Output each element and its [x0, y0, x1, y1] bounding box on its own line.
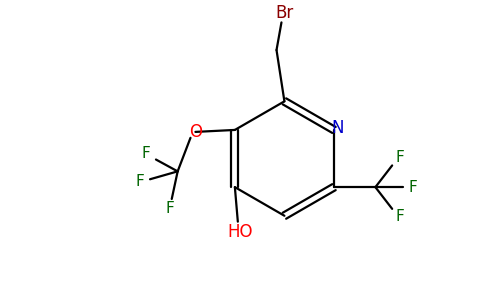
- Text: F: F: [166, 201, 174, 216]
- Text: Br: Br: [275, 4, 293, 22]
- Text: N: N: [332, 119, 344, 137]
- Text: F: F: [142, 146, 151, 161]
- Text: F: F: [396, 150, 405, 165]
- Text: F: F: [408, 180, 417, 195]
- Text: F: F: [136, 174, 145, 189]
- Text: O: O: [189, 123, 202, 141]
- Text: HO: HO: [227, 223, 253, 241]
- Text: F: F: [396, 209, 405, 224]
